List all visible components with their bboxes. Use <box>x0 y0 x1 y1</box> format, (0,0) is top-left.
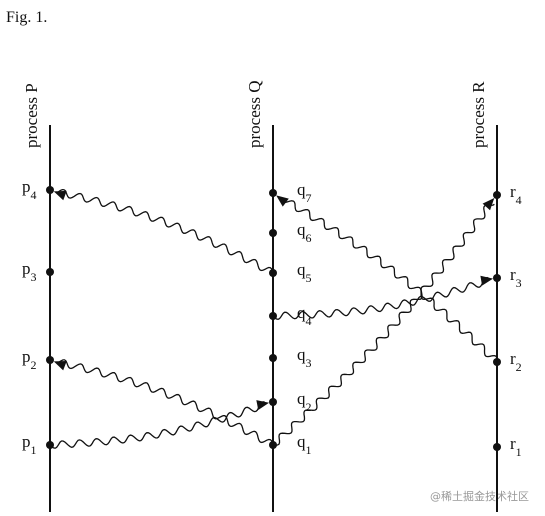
event-label: r1 <box>510 434 522 459</box>
event-index: 1 <box>31 443 37 457</box>
event-label: q2 <box>297 389 312 414</box>
event-letter: q <box>297 345 306 364</box>
event-letter: q <box>297 220 306 239</box>
event-index: 3 <box>516 276 522 290</box>
event-letter: q <box>297 432 306 451</box>
arrow-head <box>53 361 67 371</box>
message <box>272 276 489 320</box>
event-label: q6 <box>297 220 312 245</box>
event-index: 1 <box>306 443 312 457</box>
event-letter: p <box>22 259 31 278</box>
event-dot <box>269 398 277 406</box>
event-label: r4 <box>510 182 522 207</box>
arrow-head <box>256 400 270 410</box>
event-dot <box>46 356 54 364</box>
figure-title: Fig. 1. <box>6 9 47 26</box>
event-label: q3 <box>297 345 312 370</box>
event-index: 4 <box>516 193 522 207</box>
event-label: p2 <box>22 347 37 372</box>
event-index: 7 <box>306 191 312 205</box>
event-letter: p <box>22 347 31 366</box>
event-label: p4 <box>22 177 37 202</box>
event-label: q1 <box>297 432 312 457</box>
event-dot <box>269 189 277 197</box>
event-index: 3 <box>31 270 37 284</box>
event-dot <box>46 186 54 194</box>
event-dot <box>493 443 501 451</box>
watermark: @稀土掘金技术社区 <box>430 489 529 503</box>
event-index: 4 <box>31 188 37 202</box>
event-dot <box>493 191 501 199</box>
message <box>58 359 274 446</box>
event-letter: q <box>297 260 306 279</box>
event-letter: q <box>297 389 306 408</box>
event-label: p1 <box>22 432 37 457</box>
event-letter: r <box>510 182 516 201</box>
message <box>57 188 274 274</box>
process-label: process R <box>469 81 488 148</box>
arrow-head <box>482 197 495 211</box>
event-index: 4 <box>306 314 312 328</box>
event-dot <box>269 354 277 362</box>
event-dot <box>269 229 277 237</box>
message <box>279 198 498 362</box>
arrow-head <box>276 195 289 207</box>
event-letter: r <box>510 349 516 368</box>
process-label: process P <box>22 83 41 148</box>
arrow-head <box>53 190 67 201</box>
event-letter: p <box>22 177 31 196</box>
event-index: 3 <box>306 356 312 370</box>
message <box>272 203 495 446</box>
event-label: p3 <box>22 259 37 284</box>
event-letter: q <box>297 180 306 199</box>
event-label: r3 <box>510 265 522 290</box>
process-label: process Q <box>245 80 264 148</box>
event-label: r2 <box>510 349 522 374</box>
event-label: q7 <box>297 180 312 205</box>
event-index: 2 <box>31 358 37 372</box>
event-label: q5 <box>297 260 312 285</box>
event-letter: r <box>510 265 516 284</box>
event-dot <box>493 274 501 282</box>
event-index: 5 <box>306 271 312 285</box>
event-index: 6 <box>306 231 312 245</box>
event-letter: r <box>510 434 516 453</box>
event-index: 2 <box>516 360 522 374</box>
event-letter: p <box>22 432 31 451</box>
event-index: 2 <box>306 400 312 414</box>
event-index: 1 <box>516 445 522 459</box>
arrow-head <box>480 275 494 286</box>
event-dot <box>46 268 54 276</box>
message <box>49 401 265 449</box>
